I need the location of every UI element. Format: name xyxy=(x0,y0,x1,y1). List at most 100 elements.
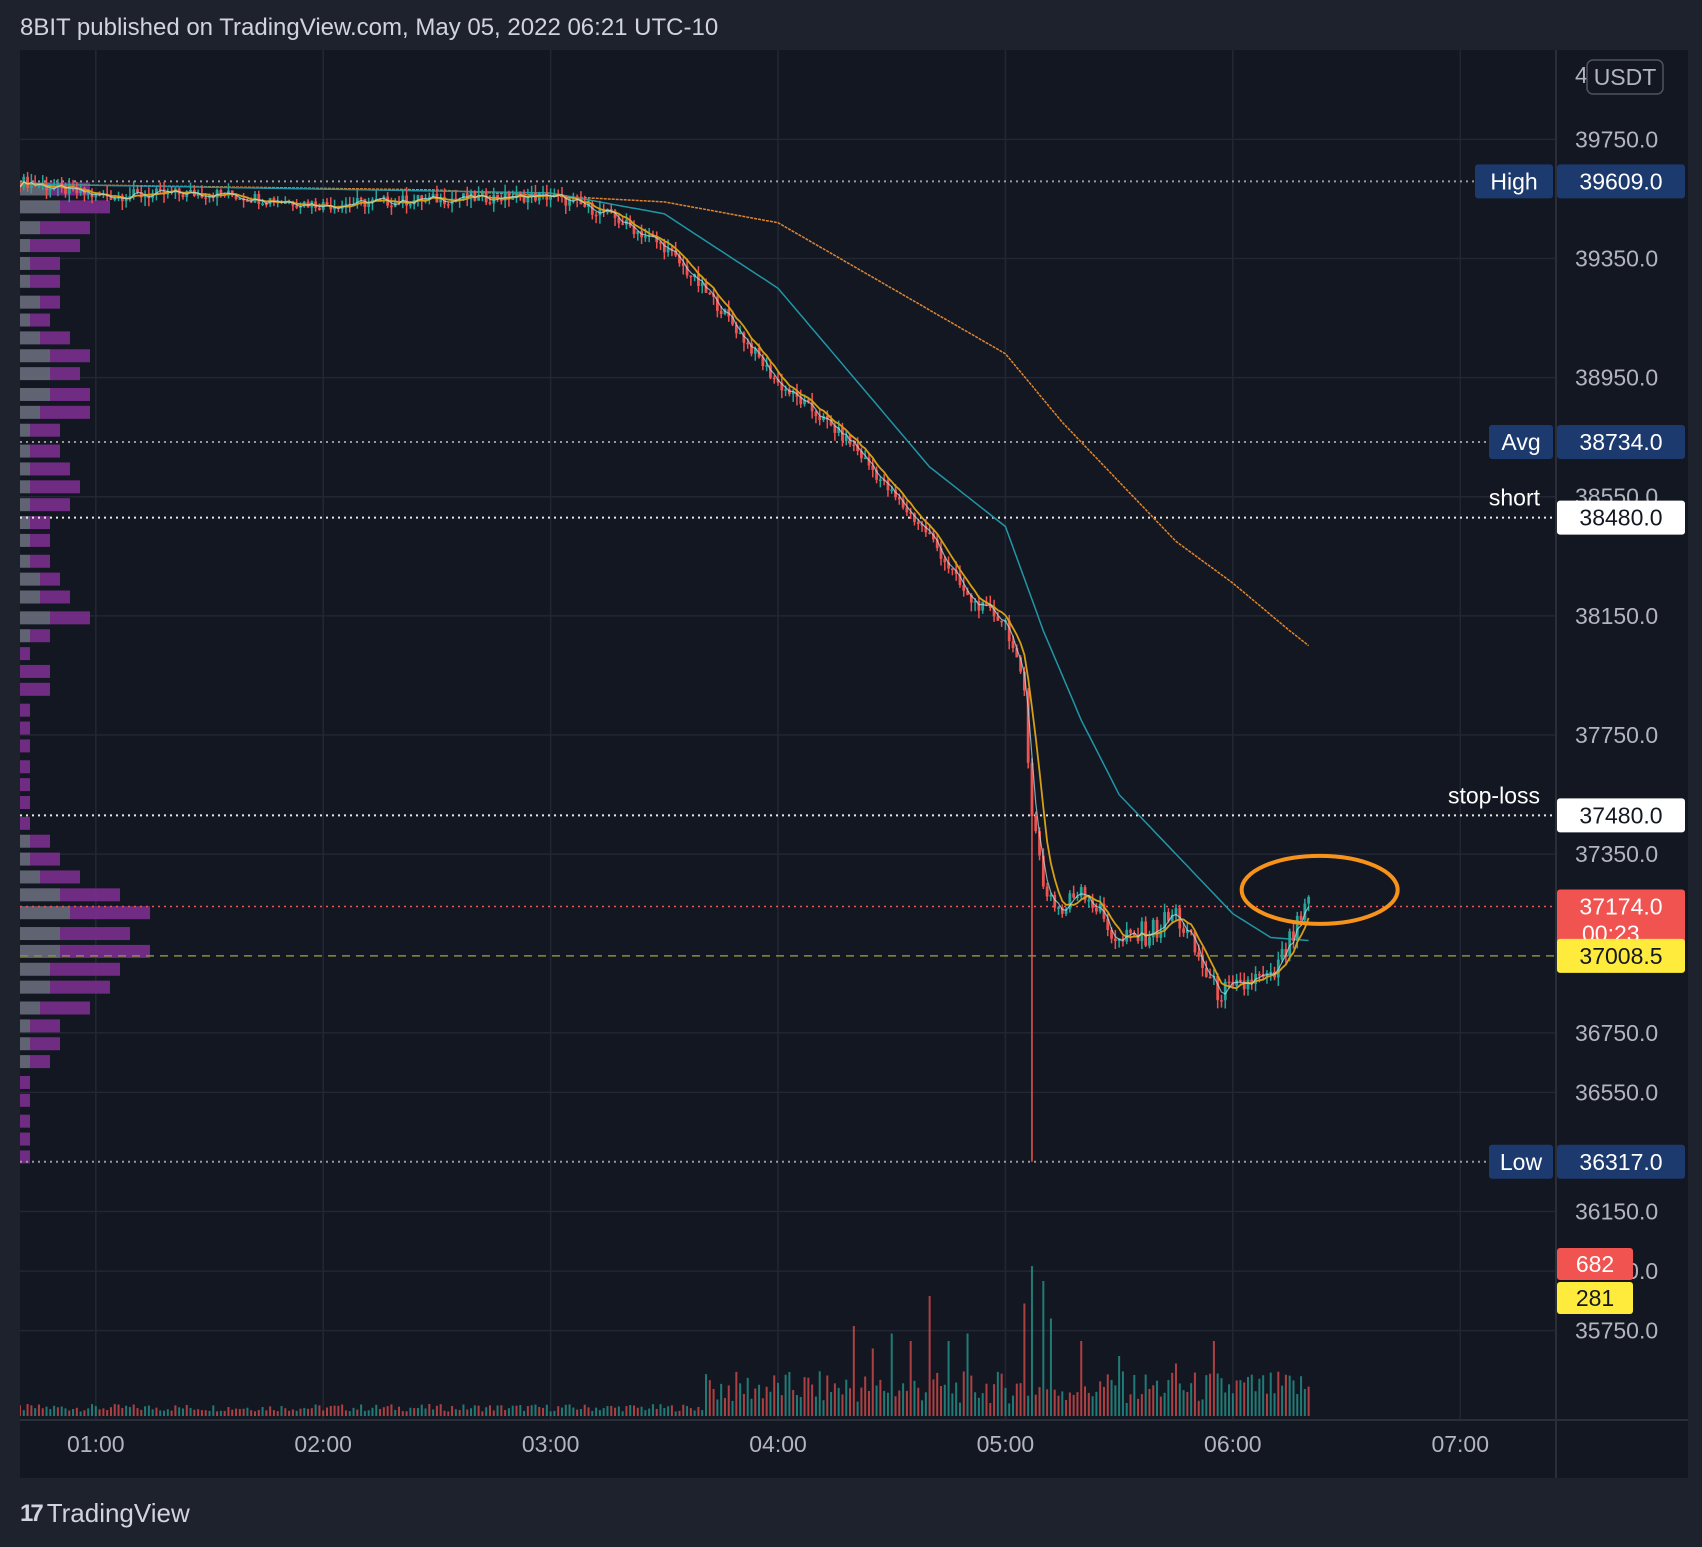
volume-profile-sell xyxy=(30,444,60,458)
volume-bar xyxy=(326,1407,328,1416)
volume-bar xyxy=(1269,1372,1272,1416)
volume-bar xyxy=(739,1383,742,1416)
volume-bar xyxy=(636,1407,639,1416)
volume-bar xyxy=(333,1405,336,1416)
candle-body xyxy=(261,203,264,205)
volume-bar xyxy=(754,1388,757,1416)
candle-body xyxy=(132,189,136,196)
volume-bar xyxy=(1019,1383,1022,1416)
volume-bar xyxy=(708,1380,711,1416)
volume-bar xyxy=(151,1409,154,1416)
chart-panel[interactable]: 39750.0 39350.0 38950.0 38550.0 38150.0 37750… xyxy=(20,50,1688,1478)
candle-body xyxy=(996,616,1000,621)
candle-body xyxy=(1204,967,1208,977)
volume-bar xyxy=(227,1407,230,1416)
candle-body xyxy=(359,197,363,200)
candle-body xyxy=(446,204,450,206)
volume-bar xyxy=(121,1407,124,1416)
volume-bar xyxy=(132,1404,135,1416)
volume-profile-sell xyxy=(20,1093,30,1107)
x-tick-label: 02:00 xyxy=(294,1431,352,1457)
volume-bar xyxy=(883,1390,886,1416)
volume-bar xyxy=(185,1404,188,1416)
volume-bar xyxy=(830,1392,833,1416)
volume-bar xyxy=(299,1408,302,1416)
candle-body xyxy=(75,187,79,193)
volume-profile-sell xyxy=(50,349,90,363)
level-tag-avg-label-box xyxy=(1489,424,1553,459)
volume-bar xyxy=(1307,1386,1310,1416)
volume-bar xyxy=(238,1409,241,1416)
publish-header: 8BIT published on TradingView.com, May 0… xyxy=(20,14,719,41)
level-tag-avg-value: 38734.0 xyxy=(1579,429,1662,455)
x-tick-label: 01:00 xyxy=(67,1431,125,1457)
volume-bar xyxy=(928,1296,931,1416)
volume-bar xyxy=(697,1406,700,1416)
volume-bar xyxy=(1296,1394,1299,1416)
volume-profile-sell xyxy=(50,387,90,401)
candle-body xyxy=(454,198,458,201)
candle-body xyxy=(1223,981,1227,1001)
candle-body xyxy=(1227,981,1231,984)
volume-bar xyxy=(981,1393,984,1416)
candle-body xyxy=(48,189,52,191)
volume-profile-buy xyxy=(20,313,30,327)
volume-bar xyxy=(140,1409,143,1416)
candle-body xyxy=(973,600,977,603)
highlight-circle[interactable] xyxy=(1239,853,1400,926)
candle-body xyxy=(109,196,113,200)
volume-profile-sell xyxy=(20,760,30,774)
volume-bar xyxy=(1000,1373,1003,1416)
volume-bar xyxy=(204,1410,207,1416)
volume-bar xyxy=(253,1411,256,1416)
volume-bar xyxy=(360,1404,363,1416)
volume-profile-sell xyxy=(30,834,50,848)
candle-body xyxy=(833,425,837,433)
volume-bar xyxy=(352,1407,355,1416)
volume-bar xyxy=(488,1405,491,1416)
volume-bar xyxy=(773,1375,776,1416)
volume-bar xyxy=(727,1385,730,1416)
volume-profile-buy xyxy=(20,1001,40,1015)
volume-profile-sell xyxy=(30,256,60,270)
volume-bar xyxy=(655,1408,658,1416)
volume-bar xyxy=(1015,1383,1018,1416)
currency-badge[interactable] xyxy=(1586,59,1664,95)
candle-body xyxy=(791,391,795,395)
candle-body xyxy=(515,193,518,198)
volume-profile-sell xyxy=(20,739,30,753)
volume-profile-sell xyxy=(50,611,90,625)
candle-body xyxy=(905,507,909,513)
candle-body xyxy=(700,282,704,286)
volume-bar xyxy=(447,1411,450,1416)
volume-bar xyxy=(511,1405,514,1416)
candle-body xyxy=(822,416,825,421)
volume-profile-sell xyxy=(40,405,90,419)
candle-body xyxy=(992,607,996,617)
candle-body xyxy=(818,416,822,421)
volume-bar xyxy=(966,1333,969,1416)
candle-body xyxy=(1193,931,1197,953)
volume-bar xyxy=(1034,1394,1037,1416)
volume-bar xyxy=(572,1407,575,1416)
volume-bar xyxy=(591,1410,594,1416)
volume-profile-sell xyxy=(30,1055,50,1069)
price-chart[interactable]: 39750.039350.038950.038550.038150.037750… xyxy=(20,50,1688,1478)
candle-body xyxy=(60,182,64,186)
volume-bar xyxy=(1114,1385,1117,1416)
volume-bar xyxy=(917,1387,920,1416)
volume-bar xyxy=(921,1400,924,1416)
volume-profile-sell xyxy=(30,462,70,476)
level-tag-low-label: Low xyxy=(1500,1149,1543,1175)
volume-profile-sell xyxy=(20,816,30,830)
volume-bar xyxy=(250,1410,253,1416)
candle-body xyxy=(64,185,67,194)
candle-body xyxy=(1129,929,1132,933)
volume-bar xyxy=(955,1382,958,1416)
candle-body xyxy=(1201,955,1204,968)
candle-body xyxy=(609,209,613,211)
candle-body xyxy=(1094,907,1098,912)
volume-bar xyxy=(443,1410,446,1416)
volume-bar xyxy=(102,1408,105,1416)
volume-bar xyxy=(1277,1371,1280,1416)
